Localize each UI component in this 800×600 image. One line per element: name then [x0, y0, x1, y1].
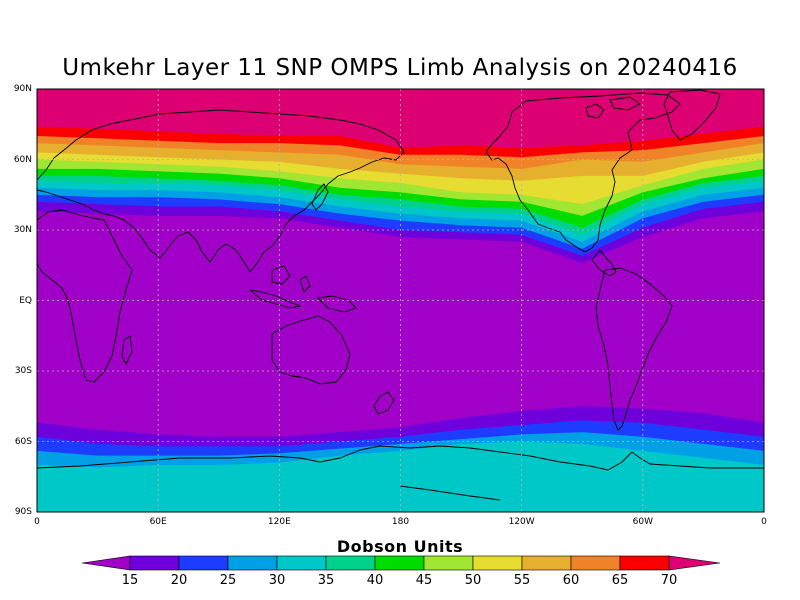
colorbar-tick-label: 45: [415, 573, 433, 588]
colorbar-segment: [227, 555, 278, 571]
lat-tick-label: 90S: [14, 507, 32, 517]
colorbar-segment: [325, 555, 376, 571]
colorbar-segment: [570, 555, 621, 571]
lat-tick-label: 60N: [13, 154, 32, 165]
lat-tick-label: 60S: [14, 436, 32, 447]
colorbar-low-arrow: [81, 555, 131, 571]
colorbar-tick-label: 60: [562, 573, 580, 588]
lat-tick-label: 30N: [13, 225, 32, 235]
colorbar-segment: [374, 555, 425, 571]
lon-tick-label: 120E: [267, 517, 291, 527]
colorbar-tick-label: 30: [268, 573, 286, 588]
colorbar-segment: [129, 555, 180, 571]
colorbar-tick-label: 20: [170, 573, 188, 588]
colorbar-segment: [521, 555, 572, 571]
lon-tick-label: 120W: [508, 517, 535, 527]
colorbar-segment: [423, 555, 474, 571]
lat-tick-label: EQ: [19, 295, 32, 306]
colorbar-tick-label: 55: [513, 573, 531, 588]
colorbar-tick-label: 40: [366, 573, 384, 588]
colorbar-segment: [178, 555, 229, 571]
colorbar-tick-label: 35: [317, 573, 335, 588]
colorbar-tick-label: 50: [464, 573, 482, 588]
lat-tick-label: 90N: [13, 84, 32, 94]
sh-band-above-30: [37, 441, 764, 512]
lon-tick-label: 60E: [149, 517, 167, 527]
lat-tick-label: 30S: [14, 366, 32, 376]
map-frame: [36, 88, 765, 513]
chart-title: Umkehr Layer 11 SNP OMPS Limb Analysis o…: [62, 55, 738, 81]
lon-tick-label: 180: [391, 517, 410, 527]
lon-tick-label: 60W: [632, 517, 653, 527]
colorbar-segment: [619, 555, 670, 571]
lon-tick-label: 0: [761, 517, 767, 527]
nh-band-above-70: [37, 89, 764, 148]
colorbar-segment: [472, 555, 523, 571]
colorbar-tick-label: 15: [121, 573, 139, 588]
colorbar-high-arrow: [668, 555, 721, 571]
lat-lon-grid: [37, 89, 764, 512]
colorbar-tick-label: 65: [611, 573, 629, 588]
colorbar-tick-label: 70: [660, 573, 678, 588]
colorbar-units-label: Dobson Units: [336, 537, 464, 556]
colorbar-tick-label: 25: [219, 573, 237, 588]
colorbar-segment: [276, 555, 327, 571]
lon-tick-label: 0: [34, 517, 40, 527]
